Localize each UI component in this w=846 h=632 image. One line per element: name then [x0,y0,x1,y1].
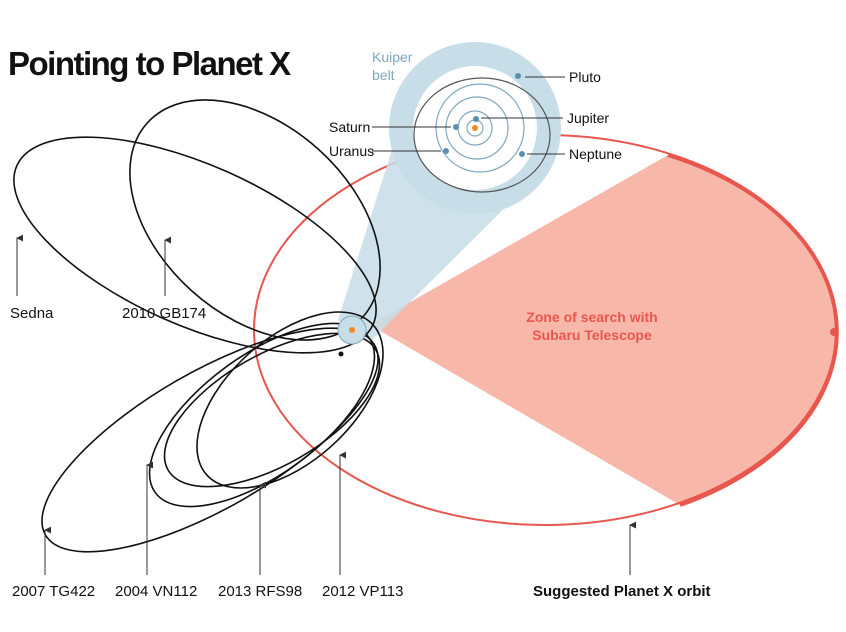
object-label: Sedna [10,305,54,322]
zone-label: Subaru Telescope [532,327,652,343]
object-label: 2012 VP113 [322,583,403,600]
object-label: 2007 TG422 [12,583,95,600]
inset-leaders [372,76,565,155]
object-label: 2013 RFS98 [218,583,302,600]
planet-label: Uranus [329,143,374,159]
kuiper-label: belt [372,67,395,83]
title: Pointing to Planet X [8,45,291,82]
search-zone [370,155,837,505]
sun [349,327,355,333]
planet-x-arc [667,153,839,507]
inset-planets [443,73,525,157]
planet-x-label: Suggested Planet X orbit [533,583,711,600]
planet-label: Jupiter [567,110,609,126]
kuiper-label: Kuiper [372,49,413,65]
inset-orbits [413,77,551,193]
object-label: 2010 GB174 [122,305,206,322]
planet-label: Neptune [569,146,622,162]
zone-label: Zone of search with [526,309,657,325]
planet-x [830,328,838,336]
planet-label: Saturn [329,119,370,135]
planet-label: Pluto [569,69,601,85]
object-label: 2004 VN112 [115,583,197,600]
object-leaders [16,234,637,575]
object-dot [338,351,344,357]
